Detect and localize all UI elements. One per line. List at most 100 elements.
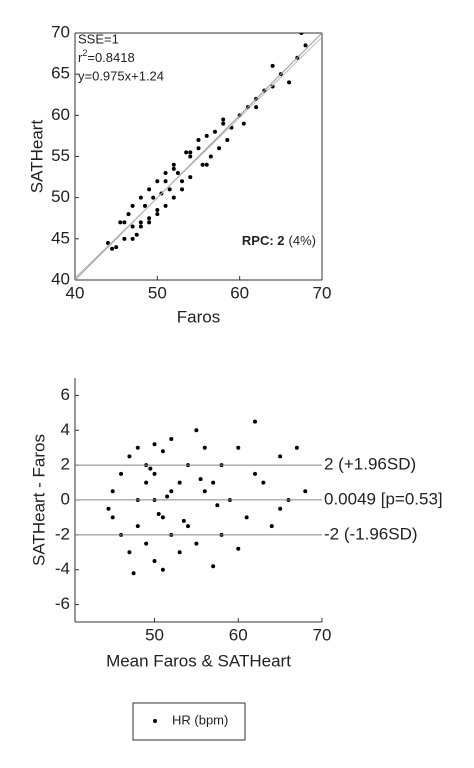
point bbox=[144, 480, 149, 485]
point bbox=[163, 203, 168, 208]
point bbox=[188, 150, 193, 155]
annotation: r2=0.8418 bbox=[78, 48, 135, 65]
point bbox=[177, 550, 182, 555]
point bbox=[188, 175, 193, 180]
point bbox=[144, 541, 149, 546]
fit-line bbox=[75, 36, 322, 279]
y-tick-label: 55 bbox=[51, 146, 70, 165]
rpc-pct: (4%) bbox=[289, 233, 316, 248]
point bbox=[217, 146, 222, 151]
point bbox=[110, 246, 115, 251]
point bbox=[215, 503, 220, 508]
point bbox=[169, 437, 174, 441]
point bbox=[105, 240, 110, 245]
legend-marker bbox=[153, 719, 157, 723]
point bbox=[236, 445, 241, 450]
point bbox=[211, 564, 216, 569]
point bbox=[130, 203, 135, 208]
point bbox=[253, 419, 258, 424]
y-tick-label: 60 bbox=[51, 105, 70, 124]
annotation: y=0.975x+1.24 bbox=[78, 68, 164, 83]
rpc-label: RPC: 2 bbox=[242, 233, 285, 248]
point bbox=[236, 546, 241, 551]
point bbox=[171, 162, 176, 167]
reference-label: -2 (-1.96SD) bbox=[324, 524, 418, 543]
point bbox=[196, 138, 201, 143]
point bbox=[198, 477, 203, 482]
point bbox=[135, 524, 140, 529]
point bbox=[169, 489, 174, 494]
reference-label: 0.0049 [p=0.53] bbox=[324, 489, 443, 508]
point bbox=[138, 224, 143, 229]
point bbox=[196, 146, 201, 151]
y-tick-label: 6 bbox=[61, 385, 70, 404]
point bbox=[261, 480, 266, 485]
annotation-part: 2 bbox=[82, 48, 87, 58]
point bbox=[122, 236, 127, 241]
point bbox=[180, 187, 185, 192]
point bbox=[138, 195, 143, 200]
point bbox=[126, 212, 131, 217]
x-tick-label: 70 bbox=[313, 625, 332, 644]
point bbox=[294, 445, 299, 450]
point bbox=[208, 154, 213, 159]
point bbox=[122, 220, 127, 225]
point bbox=[155, 212, 160, 217]
y-tick-label: 50 bbox=[51, 187, 70, 206]
point bbox=[114, 245, 119, 250]
y-tick-label: -4 bbox=[55, 559, 70, 578]
y-tick-label: 65 bbox=[51, 64, 70, 83]
point bbox=[202, 489, 207, 494]
point bbox=[278, 454, 283, 459]
point bbox=[212, 129, 217, 134]
point bbox=[303, 489, 308, 494]
point bbox=[130, 236, 135, 241]
y-tick-label: 0 bbox=[61, 489, 70, 508]
point bbox=[156, 511, 161, 516]
x-tick-label: 50 bbox=[148, 283, 167, 302]
point bbox=[134, 232, 139, 237]
point bbox=[171, 166, 176, 171]
point bbox=[244, 515, 249, 520]
x-axis-label: Mean Faros & SATHeart bbox=[106, 651, 291, 670]
point bbox=[135, 445, 140, 450]
point bbox=[269, 524, 274, 529]
point bbox=[138, 220, 143, 225]
point bbox=[180, 179, 185, 184]
annotation: SSE=1 bbox=[78, 31, 119, 46]
point bbox=[202, 445, 207, 450]
point bbox=[147, 216, 152, 221]
point bbox=[200, 162, 205, 167]
point bbox=[106, 506, 111, 511]
point bbox=[254, 105, 259, 110]
y-axis-label: SATHeart - Faros bbox=[29, 434, 48, 566]
point bbox=[204, 162, 209, 167]
point bbox=[152, 559, 157, 563]
point bbox=[127, 454, 132, 459]
point bbox=[184, 150, 189, 155]
point bbox=[188, 154, 193, 159]
reference-label: 2 (+1.96SD) bbox=[324, 455, 416, 474]
point bbox=[270, 63, 275, 68]
y-tick-label: 45 bbox=[51, 228, 70, 247]
y-tick-label: -6 bbox=[55, 594, 70, 613]
x-tick-label: 50 bbox=[145, 625, 164, 644]
point bbox=[253, 471, 258, 476]
annotation-part: =0.8418 bbox=[87, 50, 134, 65]
point bbox=[194, 428, 199, 433]
point bbox=[130, 224, 135, 229]
point bbox=[142, 203, 147, 208]
point bbox=[165, 494, 170, 499]
point bbox=[177, 480, 182, 485]
y-tick-label: 70 bbox=[51, 22, 70, 41]
point bbox=[241, 121, 246, 126]
point bbox=[127, 550, 132, 555]
point bbox=[303, 43, 308, 48]
point bbox=[155, 208, 160, 213]
point bbox=[110, 515, 115, 520]
annotation-part: r bbox=[78, 50, 83, 65]
point bbox=[278, 506, 283, 511]
point bbox=[270, 84, 275, 89]
point bbox=[204, 133, 209, 138]
